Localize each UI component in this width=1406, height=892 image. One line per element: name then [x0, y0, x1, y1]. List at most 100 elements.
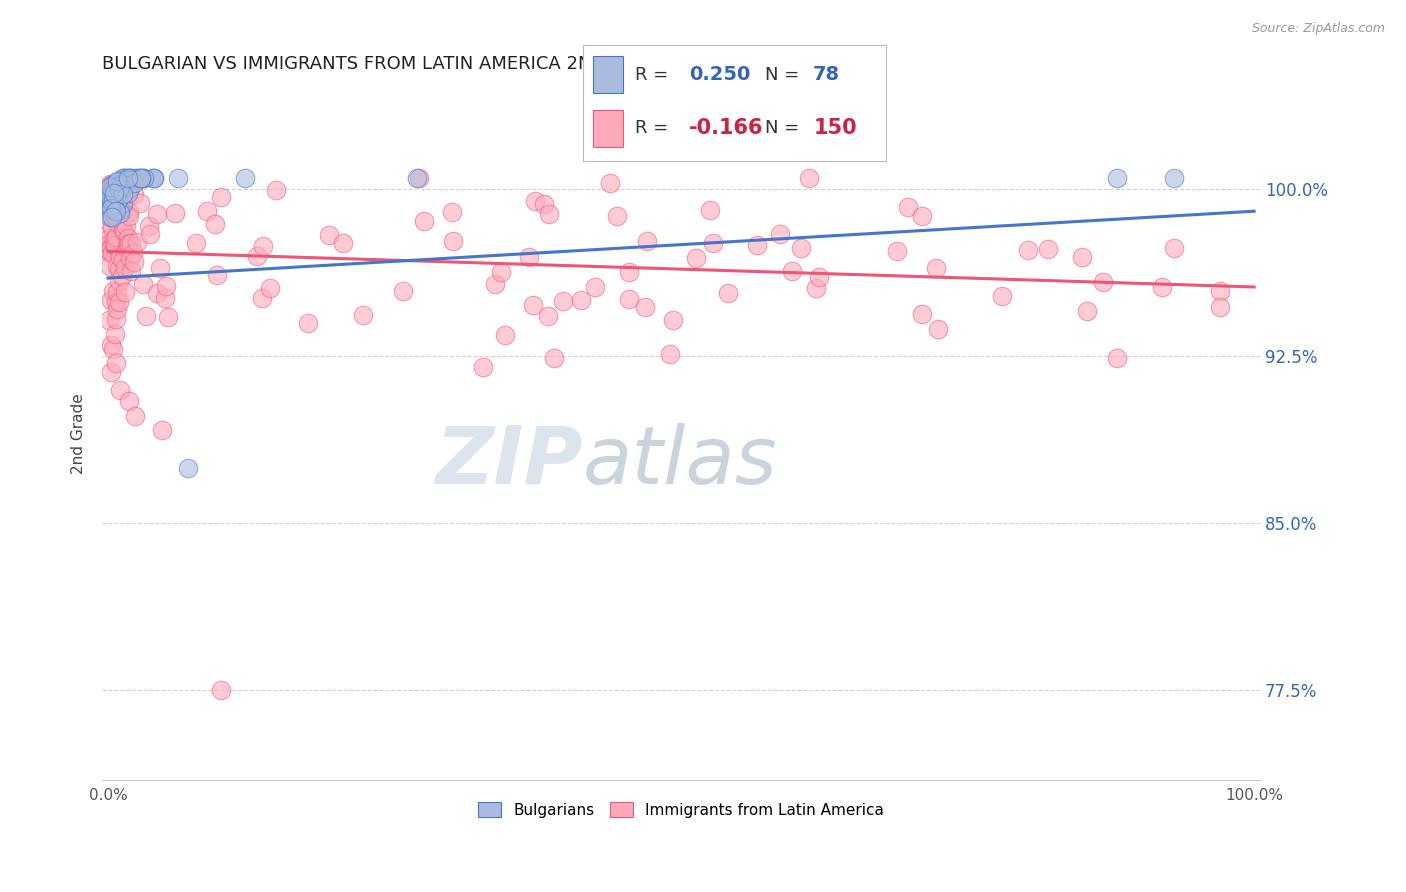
Point — [104, 181, 127, 195]
Point — [108, 274, 131, 288]
Point — [551, 293, 574, 308]
Point — [100, 219, 122, 234]
Point — [98, 216, 121, 230]
Point — [807, 269, 830, 284]
Point — [105, 301, 128, 316]
Point — [780, 264, 803, 278]
Point — [108, 190, 131, 204]
Point — [105, 194, 128, 209]
Point — [571, 293, 593, 308]
Point — [184, 235, 207, 250]
Point — [105, 186, 128, 201]
Text: 0.250: 0.250 — [689, 65, 751, 84]
Point — [104, 326, 127, 341]
Point — [129, 170, 152, 185]
Point — [440, 205, 463, 219]
Point — [636, 234, 658, 248]
Point — [157, 310, 180, 325]
Point — [114, 170, 136, 185]
Point — [98, 244, 121, 259]
Point — [266, 183, 288, 197]
Point — [122, 246, 145, 260]
Point — [114, 176, 136, 190]
Point — [117, 186, 139, 201]
Point — [135, 309, 157, 323]
Point — [98, 192, 121, 206]
Point — [100, 183, 122, 197]
Point — [103, 188, 125, 202]
FancyBboxPatch shape — [592, 56, 623, 94]
Text: N =: N = — [765, 66, 799, 84]
Point — [927, 322, 949, 336]
Point — [105, 175, 128, 189]
Point — [98, 231, 121, 245]
Point — [911, 209, 934, 223]
Text: -0.166: -0.166 — [689, 118, 763, 138]
Legend: Bulgarians, Immigrants from Latin America: Bulgarians, Immigrants from Latin Americ… — [472, 796, 890, 824]
Point — [252, 239, 274, 253]
Point — [1036, 242, 1059, 256]
Point — [120, 172, 142, 186]
Point — [702, 236, 724, 251]
Point — [599, 176, 621, 190]
Point — [125, 170, 148, 185]
Point — [235, 170, 257, 185]
Point — [98, 185, 121, 199]
Point — [897, 200, 920, 214]
Point — [797, 170, 820, 185]
Point — [101, 210, 124, 224]
Point — [117, 236, 139, 251]
Point — [120, 170, 142, 185]
Point — [112, 223, 135, 237]
Point — [101, 192, 124, 206]
Point — [122, 187, 145, 202]
Point — [98, 177, 121, 191]
Point — [100, 194, 122, 208]
Point — [494, 327, 516, 342]
Point — [120, 264, 142, 278]
Point — [790, 241, 813, 255]
Point — [619, 293, 641, 307]
Text: N =: N = — [765, 120, 799, 137]
Point — [105, 180, 128, 194]
Point — [204, 217, 226, 231]
Point — [118, 170, 141, 185]
Point — [98, 179, 121, 194]
Point — [115, 172, 138, 186]
Point — [1105, 170, 1128, 185]
Point — [142, 170, 165, 185]
Point — [101, 343, 124, 357]
Point — [101, 186, 124, 201]
Point — [104, 238, 127, 252]
Point — [100, 365, 122, 379]
Point — [122, 176, 145, 190]
Point — [98, 243, 121, 257]
Point — [122, 254, 145, 268]
Point — [441, 234, 464, 248]
Point — [634, 301, 657, 315]
Point — [128, 170, 150, 185]
Point — [100, 189, 122, 203]
Point — [100, 293, 122, 307]
Point — [297, 316, 319, 330]
Point — [100, 186, 122, 200]
Text: R =: R = — [636, 66, 668, 84]
Point — [101, 246, 124, 260]
Point — [103, 186, 125, 200]
Text: BULGARIAN VS IMMIGRANTS FROM LATIN AMERICA 2ND GRADE CORRELATION CHART: BULGARIAN VS IMMIGRANTS FROM LATIN AMERI… — [103, 55, 875, 73]
Point — [163, 206, 186, 220]
Point — [659, 347, 682, 361]
Point — [259, 280, 281, 294]
Point — [392, 284, 415, 298]
Point — [517, 250, 540, 264]
Point — [105, 230, 128, 244]
Text: 150: 150 — [813, 118, 856, 138]
Point — [118, 236, 141, 251]
Point — [101, 187, 124, 202]
Point — [111, 170, 134, 185]
Point — [716, 285, 738, 300]
Point — [105, 312, 128, 326]
Point — [925, 260, 948, 275]
Point — [543, 351, 565, 366]
Point — [991, 288, 1014, 302]
